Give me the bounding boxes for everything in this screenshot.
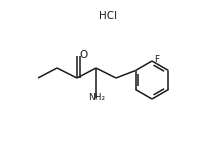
Text: NH₂: NH₂ [89,92,105,102]
Text: HCl: HCl [99,11,117,21]
Text: F: F [154,56,160,64]
Text: O: O [80,50,88,60]
